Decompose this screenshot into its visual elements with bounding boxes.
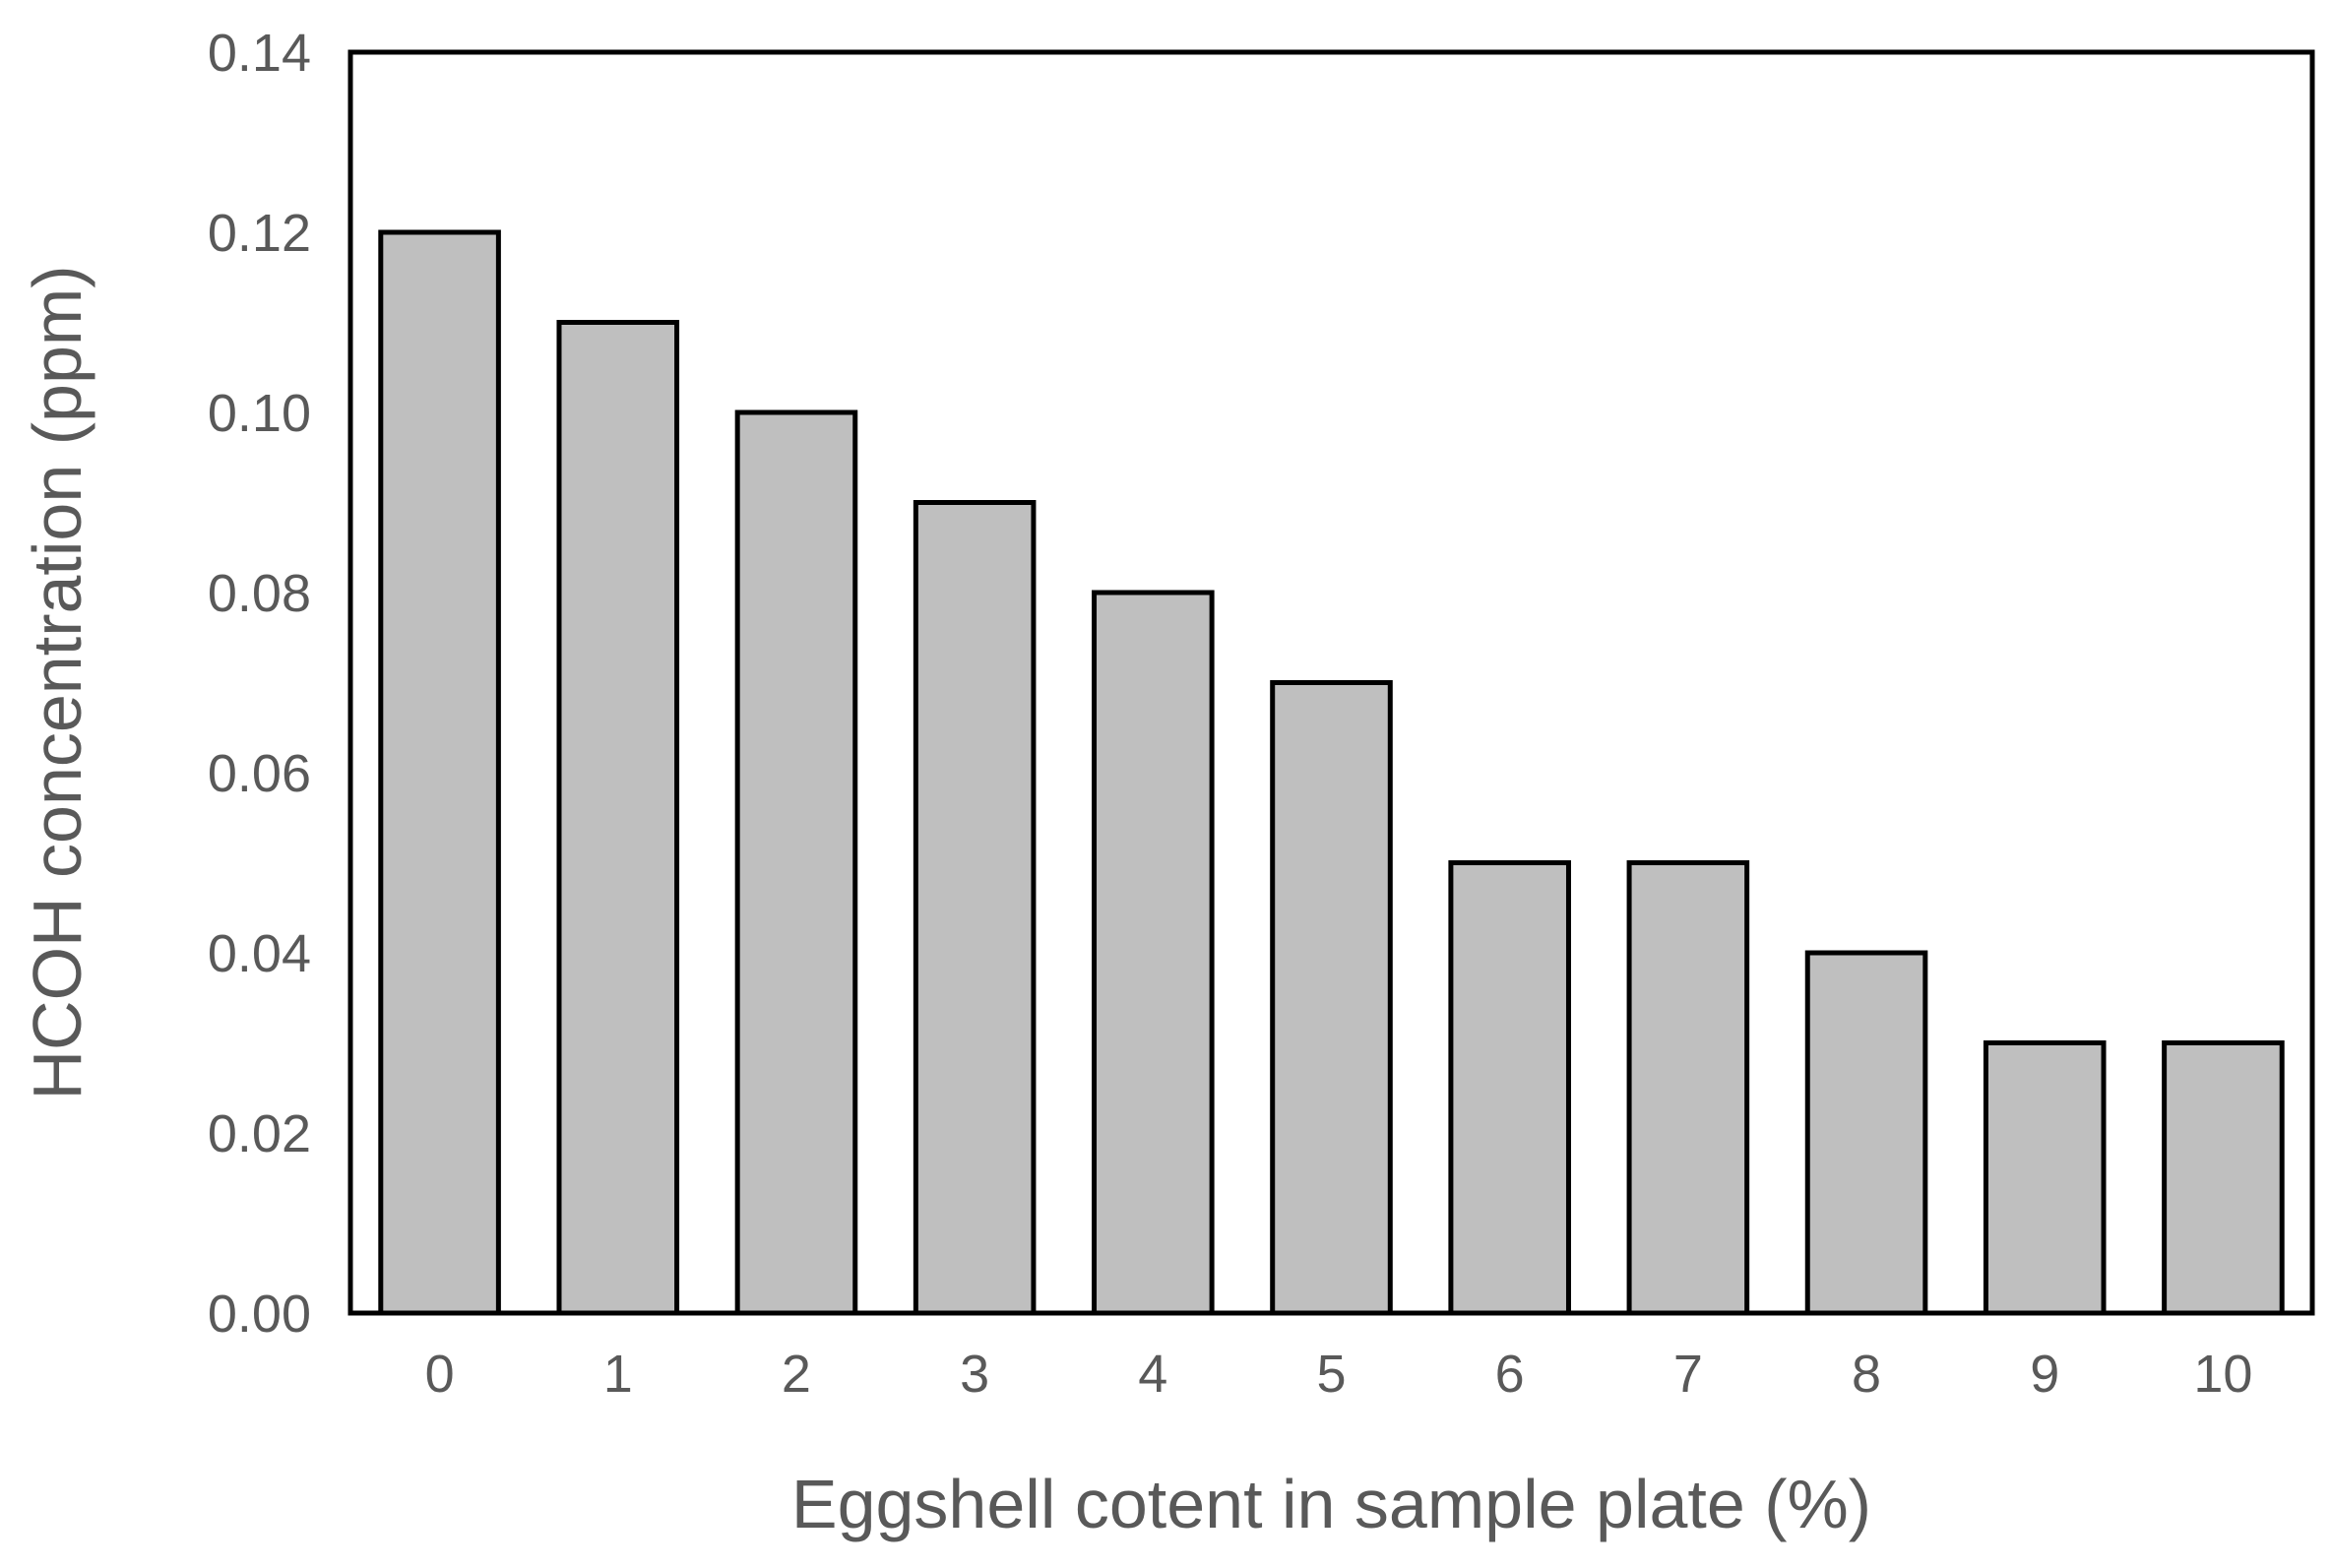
x-tick-label: 10 xyxy=(2193,1345,2252,1404)
y-tick-label: 0.02 xyxy=(208,1104,311,1163)
x-tick-labels: 0 1 2 3 4 5 6 7 8 9 10 xyxy=(425,1345,2253,1404)
y-tick-label: 0.00 xyxy=(208,1285,311,1344)
y-tick-label: 0.06 xyxy=(208,744,311,803)
y-tick-label: 0.10 xyxy=(208,384,311,443)
x-tick-label: 1 xyxy=(603,1345,633,1404)
plot-frame xyxy=(347,49,2315,1316)
x-axis-title: Eggshell cotent in sample plate (%) xyxy=(791,1466,1871,1542)
bar-7 xyxy=(1626,860,1750,1316)
bar-0 xyxy=(378,229,501,1316)
x-tick-label: 2 xyxy=(782,1345,811,1404)
x-tick-label: 9 xyxy=(2030,1345,2059,1404)
y-tick-label: 0.04 xyxy=(208,924,311,983)
x-tick-label: 0 xyxy=(425,1345,455,1404)
x-tick-label: 5 xyxy=(1316,1345,1346,1404)
bar-4 xyxy=(1092,590,1215,1316)
bar-10 xyxy=(2162,1040,2285,1316)
bar-5 xyxy=(1270,680,1393,1316)
y-tick-label: 0.12 xyxy=(208,204,311,263)
bar-9 xyxy=(1983,1040,2107,1316)
x-tick-label: 7 xyxy=(1673,1345,1703,1404)
y-tick-label: 0.14 xyxy=(208,24,311,83)
x-tick-label: 3 xyxy=(960,1345,989,1404)
x-tick-label: 8 xyxy=(1852,1345,1881,1404)
bar-6 xyxy=(1448,860,1571,1316)
bar-3 xyxy=(913,500,1037,1316)
bars-group xyxy=(378,229,2285,1316)
bar-2 xyxy=(734,409,858,1316)
y-axis-title: HCOH concentration (ppm) xyxy=(19,265,95,1099)
bar-8 xyxy=(1804,950,1928,1316)
x-tick-label: 4 xyxy=(1138,1345,1167,1404)
y-tick-label: 0.08 xyxy=(208,564,311,623)
y-tick-labels: 0.00 0.02 0.04 0.06 0.08 0.10 0.12 0.14 xyxy=(208,24,311,1344)
x-tick-label: 6 xyxy=(1495,1345,1525,1404)
bar-1 xyxy=(556,320,680,1316)
